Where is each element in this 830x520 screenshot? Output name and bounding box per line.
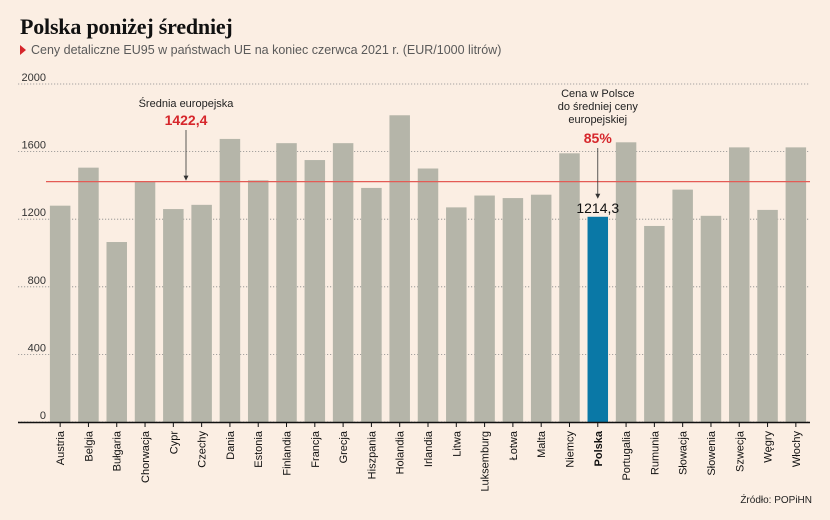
average-value-label: 1422,4 <box>165 112 208 128</box>
x-tick-label-portugalia: Portugalia <box>621 430 633 480</box>
bar-malta <box>530 194 552 422</box>
bar-holandia <box>389 115 410 422</box>
x-tick-label-słowacja: Słowacja <box>678 430 690 475</box>
bar-włochy <box>785 147 807 422</box>
x-tick-label-holandia: Holandia <box>395 430 407 474</box>
bar-słowenia <box>700 215 722 422</box>
y-tick-label-800: 800 <box>28 275 46 287</box>
bar-bułgaria <box>106 242 127 422</box>
red-triangle-icon <box>20 45 26 55</box>
bar-dania <box>219 138 241 423</box>
x-tick-label-irlandia: Irlandia <box>423 430 435 467</box>
x-tick-label-austria: Austria <box>55 430 67 465</box>
poland-note-line-2: do średniej ceny <box>558 101 639 113</box>
x-tick-label-szwecja: Szwecja <box>734 430 746 472</box>
x-tick-label-włochy: Włochy <box>791 431 803 468</box>
bar-estonia <box>247 180 269 422</box>
y-tick-label-400: 400 <box>28 342 46 354</box>
chart-subtitle-text: Ceny detaliczne EU95 w państwach UE na k… <box>31 43 502 57</box>
bar-czechy <box>191 204 212 422</box>
poland-percent-label: 85% <box>584 130 613 146</box>
chart-title: Polska poniżej średniej <box>20 14 233 39</box>
bar-litwa <box>446 207 467 422</box>
bar-irlandia <box>417 168 439 422</box>
bar-francja <box>304 160 326 423</box>
chart-source: Źródło: POPiHN <box>740 495 812 506</box>
bar-rumunia <box>644 225 665 422</box>
x-tick-label-cypr: Cypr <box>168 431 180 455</box>
bar-portugalia <box>615 142 637 422</box>
bar-grecja <box>332 143 354 422</box>
x-tick-label-rumunia: Rumunia <box>649 430 661 475</box>
y-tick-label-2000: 2000 <box>22 72 46 84</box>
x-tick-label-finlandia: Finlandia <box>282 430 294 476</box>
x-tick-label-węgry: Węgry <box>763 431 775 463</box>
poland-note-line-1: Cena w Polsce <box>561 88 634 100</box>
x-tick-label-estonia: Estonia <box>253 430 265 468</box>
x-tick-label-niemcy: Niemcy <box>564 431 576 468</box>
x-tick-label-grecja: Grecja <box>338 430 350 463</box>
x-tick-label-litwa: Litwa <box>451 430 463 457</box>
poland-pointer-arrow-icon <box>595 193 601 199</box>
x-tick-label-słowenia: Słowenia <box>706 430 718 476</box>
x-tick-label-luksemburg: Luksemburg <box>480 431 492 492</box>
poland-note-line-3: europejskiej <box>568 114 627 126</box>
bar-chorwacja <box>134 181 156 422</box>
bar-luksemburg <box>474 195 495 422</box>
bar-cypr <box>163 209 184 422</box>
bar-austria <box>49 205 71 422</box>
bar-niemcy <box>559 153 580 423</box>
x-tick-label-malta: Malta <box>536 430 548 458</box>
x-tick-label-chorwacja: Chorwacja <box>140 430 152 483</box>
x-tick-label-bułgaria: Bułgaria <box>112 430 124 471</box>
chart-subtitle: Ceny detaliczne EU95 w państwach UE na k… <box>20 43 501 57</box>
bar-belgia <box>78 167 99 422</box>
x-tick-label-hiszpania: Hiszpania <box>366 430 378 479</box>
x-tick-label-polska: Polska <box>593 430 605 466</box>
y-tick-label-1200: 1200 <box>22 207 46 219</box>
x-tick-label-francja: Francja <box>310 430 322 468</box>
bar-finlandia <box>276 143 297 422</box>
average-pointer-arrow-icon <box>183 175 189 181</box>
x-tick-label-belgia: Belgia <box>83 430 95 461</box>
average-label: Średnia europejska <box>139 97 235 110</box>
poland-value-label: 1214,3 <box>576 200 619 216</box>
bar-słowacja <box>672 189 693 422</box>
bar-hiszpania <box>361 187 382 422</box>
x-tick-label-łotwa: Łotwa <box>508 430 520 460</box>
bar-łotwa <box>502 198 524 422</box>
y-tick-label-1600: 1600 <box>22 140 46 152</box>
y-tick-label-0: 0 <box>40 410 46 422</box>
bar-węgry <box>757 209 778 422</box>
bar-szwecja <box>729 147 750 422</box>
bar-polska <box>587 216 609 422</box>
x-tick-label-czechy: Czechy <box>197 431 209 468</box>
x-tick-label-dania: Dania <box>225 430 237 460</box>
